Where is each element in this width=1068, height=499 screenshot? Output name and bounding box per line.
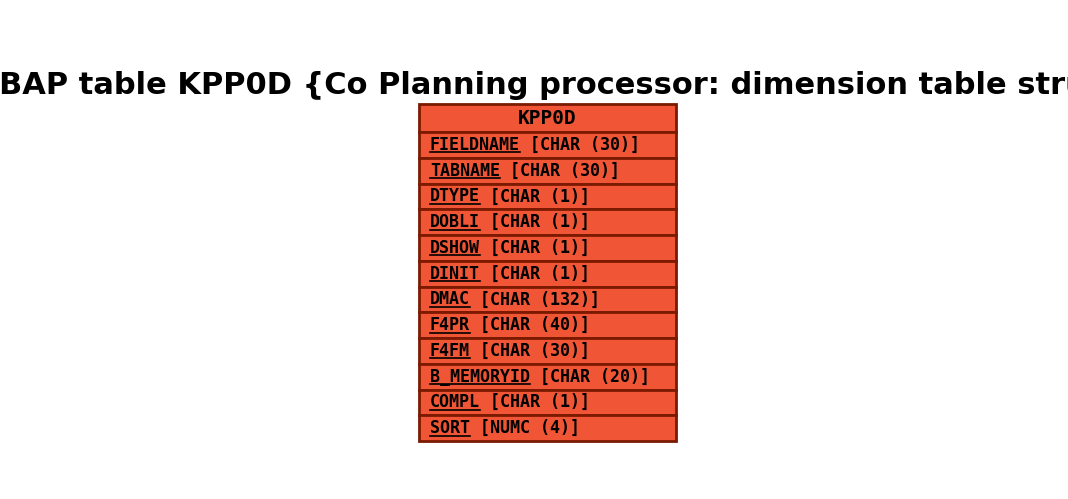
- Text: DSHOW: DSHOW: [429, 239, 480, 257]
- Text: SORT: SORT: [429, 419, 470, 437]
- Text: [CHAR (1)]: [CHAR (1)]: [480, 239, 590, 257]
- FancyBboxPatch shape: [419, 390, 676, 415]
- Text: COMPL: COMPL: [429, 393, 480, 411]
- Text: [CHAR (1)]: [CHAR (1)]: [480, 213, 590, 231]
- FancyBboxPatch shape: [419, 132, 676, 158]
- FancyBboxPatch shape: [419, 312, 676, 338]
- Text: [CHAR (30)]: [CHAR (30)]: [500, 162, 619, 180]
- Text: DINIT: DINIT: [429, 264, 480, 283]
- FancyBboxPatch shape: [419, 184, 676, 210]
- FancyBboxPatch shape: [419, 364, 676, 390]
- FancyBboxPatch shape: [419, 210, 676, 235]
- Text: [NUMC (4)]: [NUMC (4)]: [470, 419, 580, 437]
- Text: [CHAR (132)]: [CHAR (132)]: [470, 290, 600, 308]
- Text: DTYPE: DTYPE: [429, 188, 480, 206]
- Text: [CHAR (20)]: [CHAR (20)]: [530, 368, 649, 386]
- FancyBboxPatch shape: [419, 104, 676, 132]
- Text: [CHAR (1)]: [CHAR (1)]: [480, 264, 590, 283]
- Text: B_MEMORYID: B_MEMORYID: [429, 368, 530, 386]
- Text: KPP0D: KPP0D: [518, 109, 577, 128]
- Text: FIELDNAME: FIELDNAME: [429, 136, 520, 154]
- Text: [CHAR (30)]: [CHAR (30)]: [520, 136, 640, 154]
- Text: [CHAR (30)]: [CHAR (30)]: [470, 342, 590, 360]
- Text: F4FM: F4FM: [429, 342, 470, 360]
- FancyBboxPatch shape: [419, 158, 676, 184]
- Text: DMAC: DMAC: [429, 290, 470, 308]
- FancyBboxPatch shape: [419, 415, 676, 441]
- Text: DOBLI: DOBLI: [429, 213, 480, 231]
- FancyBboxPatch shape: [419, 338, 676, 364]
- Text: SAP ABAP table KPP0D {Co Planning processor: dimension table structure}: SAP ABAP table KPP0D {Co Planning proces…: [0, 71, 1068, 100]
- Text: [CHAR (40)]: [CHAR (40)]: [470, 316, 590, 334]
- Text: TABNAME: TABNAME: [429, 162, 500, 180]
- FancyBboxPatch shape: [419, 286, 676, 312]
- FancyBboxPatch shape: [419, 235, 676, 261]
- Text: F4PR: F4PR: [429, 316, 470, 334]
- FancyBboxPatch shape: [419, 261, 676, 286]
- Text: [CHAR (1)]: [CHAR (1)]: [480, 393, 590, 411]
- Text: [CHAR (1)]: [CHAR (1)]: [480, 188, 590, 206]
